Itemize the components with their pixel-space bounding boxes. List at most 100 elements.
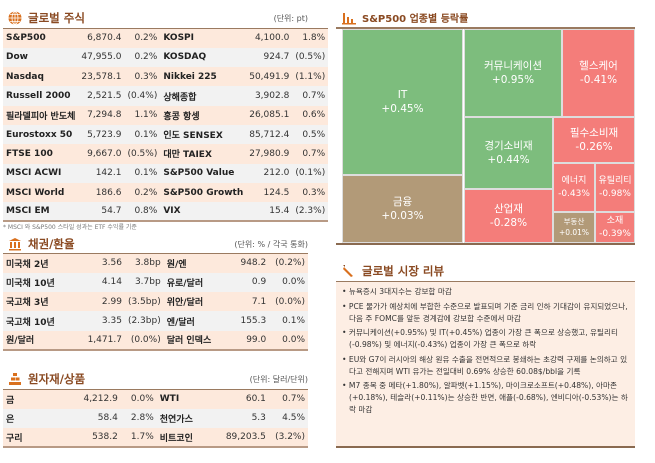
name-cell: Nasdaq bbox=[3, 67, 79, 87]
name-cell: 미국채 2년 bbox=[3, 253, 80, 273]
divider bbox=[336, 281, 635, 283]
value-cell: 538.2 bbox=[74, 428, 121, 448]
sector-name: 헬스케어 bbox=[579, 59, 618, 72]
global-stocks-header: 글로벌 주식 bbox=[8, 10, 85, 26]
change-cell: 0.7% bbox=[292, 86, 329, 106]
sector-change: +0.03% bbox=[381, 210, 424, 222]
table-row: 미국채 10년 4.14 3.7bp 유로/달러 0.9 0.0% bbox=[3, 272, 308, 293]
review-item: 커뮤니케이션(+0.95%) 및 IT(+0.45%) 업종이 가장 큰 폭으로… bbox=[342, 327, 629, 351]
value-cell: 142.1 bbox=[78, 163, 125, 183]
change-cell: 0.3% bbox=[292, 182, 329, 203]
value-cell: 3.35 bbox=[79, 311, 125, 331]
sector-name: 금융 bbox=[392, 195, 413, 208]
change-cell: (0.5%) bbox=[292, 47, 329, 68]
name-cell: FTSE 100 bbox=[3, 144, 79, 164]
market-review: 뉴욕증시 3대지수는 강보합 마감 PCE 물가가 예상치에 부합한 수준으로 발… bbox=[336, 282, 635, 448]
change-cell: (2.3bp) bbox=[124, 311, 164, 331]
value-cell: 54.7 bbox=[78, 202, 125, 222]
table-row: S&P500 6,870.4 0.2% KOSPI 4,100.0 1.8% bbox=[3, 28, 329, 48]
table-row: 원/달러 1,471.7 (0.0%) 달러 인덱스 99.0 0.0% bbox=[3, 330, 308, 350]
divider bbox=[336, 243, 635, 245]
name-cell: S&P500 bbox=[3, 28, 79, 48]
treemap-cell: 필수소비재 -0.26% bbox=[553, 117, 635, 163]
value-cell: 7,294.8 bbox=[78, 105, 125, 125]
value-cell: 50,491.9 bbox=[246, 67, 293, 87]
value-cell: 0.9 bbox=[230, 272, 270, 293]
name-cell: 위안/달러 bbox=[163, 292, 231, 312]
change-cell: (0.5%) bbox=[124, 144, 161, 164]
value-cell: 3.56 bbox=[79, 253, 125, 273]
sector-change: -0.28% bbox=[489, 217, 528, 229]
treemap-cell: 유틸리티 -0.98% bbox=[595, 163, 635, 212]
name-cell: S&P500 Value bbox=[160, 163, 247, 183]
table-row: 국고채 3년 2.99 (3.5bp) 위안/달러 7.1 (0.0%) bbox=[3, 292, 308, 312]
change-cell: (1.1%) bbox=[292, 67, 329, 87]
change-cell: 0.3% bbox=[124, 67, 161, 87]
change-cell: 1.8% bbox=[292, 28, 329, 48]
pencil-icon bbox=[343, 265, 353, 277]
change-cell: 0.2% bbox=[124, 28, 161, 48]
sector-name: IT bbox=[397, 88, 408, 101]
value-cell: 4,100.0 bbox=[246, 28, 293, 48]
change-cell: 1.7% bbox=[120, 428, 157, 448]
treemap-cell: 커뮤니케이션 +0.95% bbox=[464, 29, 562, 117]
bonds-fx-header: 채권/환율 bbox=[8, 236, 75, 252]
sector-change: +0.01% bbox=[558, 227, 590, 237]
name-cell: 필라델피아 반도체 bbox=[3, 105, 79, 125]
name-cell: 대만 TAIEX bbox=[160, 144, 247, 164]
change-cell: 0.1% bbox=[124, 163, 161, 183]
name-cell: Nikkei 225 bbox=[160, 67, 247, 87]
change-cell: (0.0%) bbox=[269, 292, 308, 312]
name-cell: 원/달러 bbox=[3, 330, 80, 350]
treemap-cell: 경기소비재 +0.44% bbox=[464, 117, 553, 189]
review-item: EU와 G7이 러시아의 해상 원유 수출을 전면적으로 봉쇄하는 초강력 구제… bbox=[342, 354, 629, 378]
bar-chart-icon bbox=[342, 12, 356, 24]
name-cell: WTI bbox=[156, 389, 223, 409]
treemap-cell: 금융 +0.03% bbox=[342, 175, 463, 243]
change-cell: (0.4%) bbox=[124, 86, 161, 106]
change-cell: (0.2%) bbox=[269, 253, 308, 273]
treemap-cell: 헬스케어 -0.41% bbox=[562, 29, 635, 117]
name-cell: 엔/달러 bbox=[163, 311, 231, 331]
change-cell: 0.1% bbox=[124, 124, 161, 145]
treemap-cell: 산업재 -0.28% bbox=[464, 189, 553, 243]
change-cell: (2.3%) bbox=[292, 202, 329, 222]
review-item: 뉴욕증시 3대지수는 강보합 마감 bbox=[342, 286, 629, 298]
name-cell: 은 bbox=[3, 408, 75, 429]
name-cell: 인도 SENSEX bbox=[160, 124, 247, 145]
value-cell: 5,723.9 bbox=[78, 124, 125, 145]
bonds-fx-table: 미국채 2년 3.56 3.8bp 원/엔 948.2 (0.2%) 미국채 10년 4.14… bbox=[3, 253, 308, 351]
table-row: Dow 47,955.0 0.2% KOSDAQ 924.7 (0.5%) bbox=[3, 47, 329, 68]
treemap-cell: 에너지 -0.43% bbox=[553, 163, 595, 212]
section-title: S&P500 업종별 등락률 bbox=[362, 14, 469, 25]
name-cell: VIX bbox=[160, 202, 247, 222]
sector-change: -0.39% bbox=[599, 228, 631, 239]
change-cell: 0.1% bbox=[269, 311, 308, 331]
table-row: 은 58.4 2.8% 천연가스 5.3 4.5% bbox=[3, 408, 308, 429]
change-cell: 0.0% bbox=[269, 272, 308, 293]
change-cell: (0.1%) bbox=[292, 163, 329, 183]
value-cell: 2.99 bbox=[79, 292, 125, 312]
name-cell: S&P500 Growth bbox=[160, 182, 247, 203]
value-cell: 212.0 bbox=[246, 163, 293, 183]
name-cell: MSCI ACWI bbox=[3, 163, 79, 183]
global-stocks-table: S&P500 6,870.4 0.2% KOSPI 4,100.0 1.8% Dow 47,9… bbox=[3, 28, 329, 223]
value-cell: 26,085.1 bbox=[246, 105, 293, 125]
table-row: 필라델피아 반도체 7,294.8 1.1% 홍콩 항셍 26,085.1 0.6% bbox=[3, 105, 329, 125]
name-cell: Russell 2000 bbox=[3, 86, 79, 106]
value-cell: 47,955.0 bbox=[78, 47, 125, 68]
table-row: 미국채 2년 3.56 3.8bp 원/엔 948.2 (0.2%) bbox=[3, 253, 308, 273]
sector-name: 소재 bbox=[606, 216, 624, 227]
sector-change: -0.26% bbox=[575, 141, 613, 153]
change-cell: (0.0%) bbox=[124, 330, 164, 350]
sector-name: 유틸리티 bbox=[598, 176, 632, 187]
value-cell: 85,712.4 bbox=[246, 124, 293, 145]
change-cell: (3.5bp) bbox=[124, 292, 164, 312]
sector-change: -0.98% bbox=[599, 188, 631, 199]
change-cell: 0.6% bbox=[292, 105, 329, 125]
sector-name: 에너지 bbox=[561, 176, 587, 187]
commodities-table: 금 4,212.9 0.0% WTI 60.1 0.7% 은 58.4 2.8% 천연가스 5.3 4… bbox=[3, 389, 308, 449]
value-cell: 15.4 bbox=[246, 202, 293, 222]
bank-icon bbox=[9, 238, 21, 251]
value-cell: 186.6 bbox=[78, 182, 125, 203]
